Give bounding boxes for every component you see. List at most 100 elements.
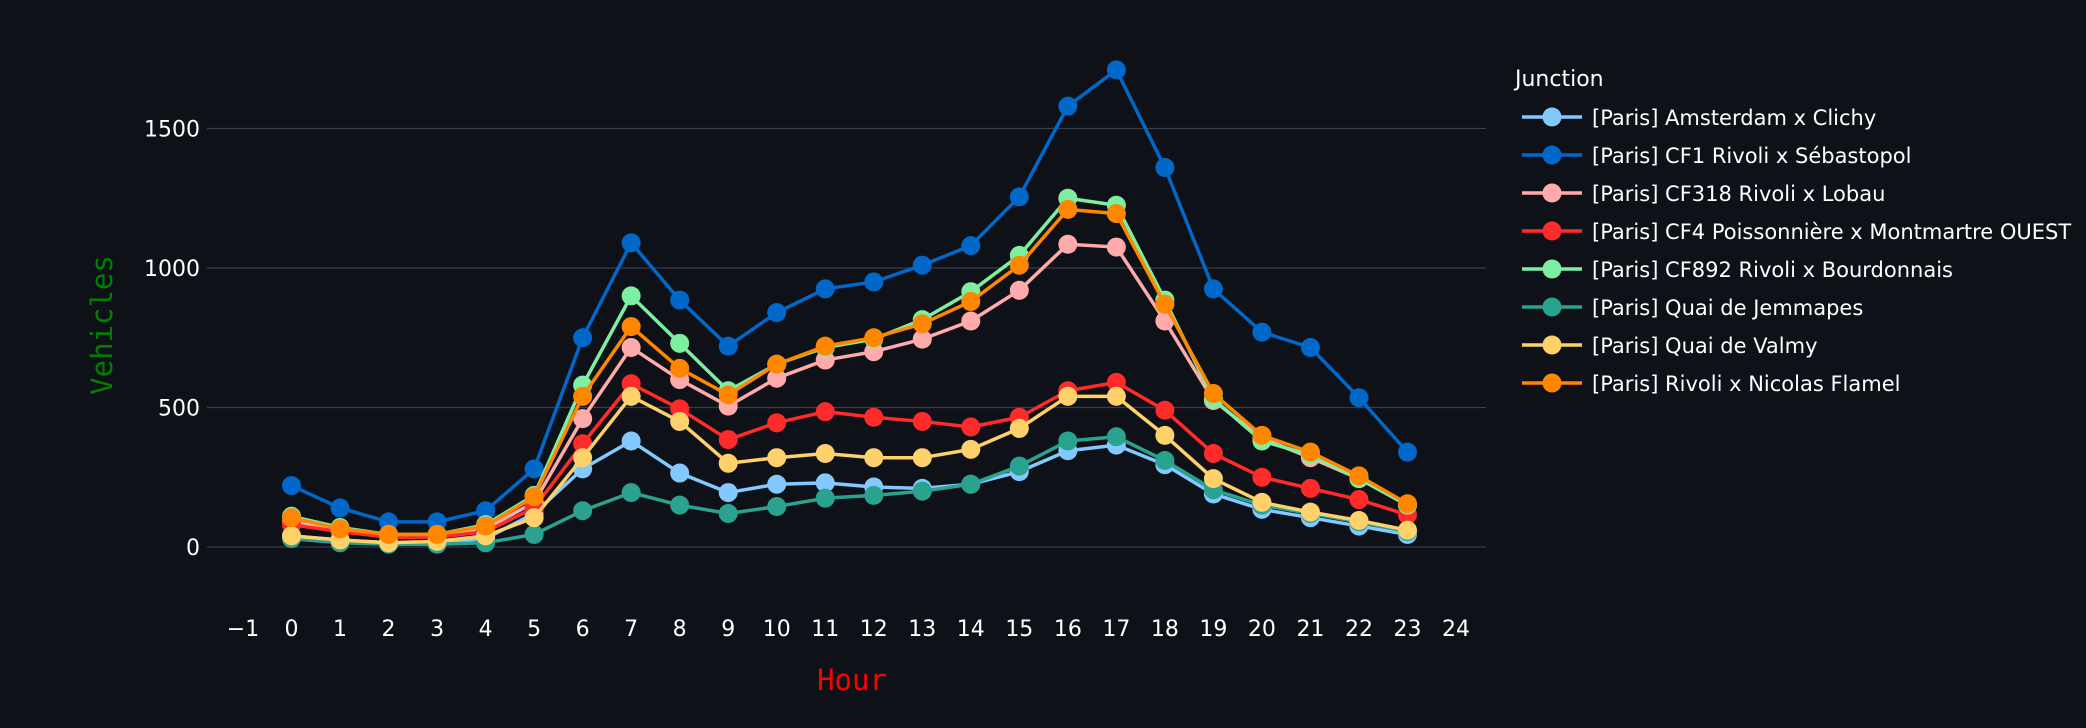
- legend-item[interactable]: [Paris] Amsterdam x Clichy: [1522, 106, 1876, 130]
- legend-marker-swatch: [1542, 145, 1562, 165]
- data-point: [524, 487, 544, 507]
- data-point: [427, 524, 447, 544]
- data-point: [912, 411, 932, 431]
- data-point: [573, 501, 593, 521]
- data-point: [815, 473, 835, 493]
- data-point: [961, 439, 981, 459]
- data-point: [1203, 444, 1223, 464]
- data-point: [1106, 386, 1126, 406]
- data-point: [1155, 425, 1175, 445]
- data-point: [621, 286, 641, 306]
- data-point: [1349, 490, 1369, 510]
- legend-item[interactable]: [Paris] CF4 Poissonnière x Montmartre OU…: [1522, 220, 2071, 244]
- legend-item[interactable]: [Paris] Quai de Jemmapes: [1522, 296, 1863, 320]
- data-point: [718, 430, 738, 450]
- data-point: [573, 448, 593, 468]
- data-point: [767, 303, 787, 323]
- data-point: [1300, 478, 1320, 498]
- data-point: [718, 385, 738, 405]
- data-point: [621, 483, 641, 503]
- data-point: [1058, 234, 1078, 254]
- data-point: [912, 329, 932, 349]
- data-point: [1397, 494, 1417, 514]
- series-7: [282, 199, 1417, 544]
- data-point: [815, 488, 835, 508]
- legend: Junction [Paris] Amsterdam x Clichy[Pari…: [1513, 67, 2071, 396]
- data-point: [912, 314, 932, 334]
- data-point: [1203, 279, 1223, 299]
- legend-item[interactable]: [Paris] CF1 Rivoli x Sébastopol: [1522, 144, 1911, 168]
- series-4: [282, 188, 1417, 544]
- data-point: [1155, 400, 1175, 420]
- data-point: [815, 336, 835, 356]
- data-point: [718, 483, 738, 503]
- x-tick-label: 16: [1054, 617, 1082, 642]
- data-point: [1009, 418, 1029, 438]
- data-point: [1155, 158, 1175, 178]
- series-3: [282, 372, 1417, 547]
- legend-label: [Paris] Quai de Jemmapes: [1592, 296, 1863, 320]
- legend-label: [Paris] CF1 Rivoli x Sébastopol: [1592, 144, 1911, 168]
- x-axis-ticks: −1 0 1 2 3 4 5 6 7 8 9 10 11 12 13 14 15 16 17 18 19 20 21 22 23…: [227, 617, 1470, 642]
- x-tick-label: 20: [1248, 617, 1276, 642]
- data-point: [670, 463, 690, 483]
- y-tick-label: 500: [158, 396, 200, 421]
- data-point: [621, 386, 641, 406]
- data-point: [1058, 96, 1078, 116]
- data-point: [573, 328, 593, 348]
- legend-label: [Paris] CF318 Rivoli x Lobau: [1592, 182, 1885, 206]
- data-point: [573, 434, 593, 454]
- data-point: [961, 311, 981, 331]
- y-axis-ticks: 0 500 1000 1500: [144, 117, 200, 561]
- legend-item[interactable]: [Paris] CF892 Rivoli x Bourdonnais: [1522, 258, 1953, 282]
- data-point: [476, 516, 496, 536]
- data-point: [864, 485, 884, 505]
- data-point: [379, 524, 399, 544]
- legend-items: [Paris] Amsterdam x Clichy [Paris] CF1 Ri…: [1522, 106, 2071, 396]
- x-tick-label: 10: [763, 617, 791, 642]
- x-tick-label: 2: [382, 617, 396, 642]
- data-point: [621, 317, 641, 337]
- x-tick-label: 7: [624, 617, 638, 642]
- data-point: [670, 411, 690, 431]
- data-point: [670, 495, 690, 515]
- data-point: [864, 407, 884, 427]
- data-point: [1349, 510, 1369, 530]
- x-tick-label: 3: [430, 617, 444, 642]
- legend-marker-swatch: [1542, 183, 1562, 203]
- x-tick-label: 5: [527, 617, 541, 642]
- legend-label: [Paris] Quai de Valmy: [1592, 334, 1818, 358]
- data-point: [767, 448, 787, 468]
- series-line: [291, 380, 1409, 539]
- legend-item[interactable]: [Paris] Quai de Valmy: [1522, 334, 1818, 358]
- data-point: [767, 497, 787, 517]
- x-axis-title: Hour: [817, 663, 887, 697]
- y-tick-label: 0: [186, 536, 200, 561]
- legend-item[interactable]: [Paris] CF318 Rivoli x Lobau: [1522, 182, 1885, 206]
- legend-label: [Paris] Amsterdam x Clichy: [1592, 106, 1876, 130]
- data-point: [1252, 425, 1272, 445]
- x-tick-label: 17: [1102, 617, 1130, 642]
- legend-label: [Paris] CF892 Rivoli x Bourdonnais: [1592, 258, 1953, 282]
- data-point: [961, 236, 981, 256]
- series-1: [282, 60, 1417, 532]
- gridlines: [207, 127, 1486, 548]
- data-point: [1397, 442, 1417, 462]
- data-point: [524, 524, 544, 544]
- legend-marker-swatch: [1542, 373, 1562, 393]
- data-point: [1009, 280, 1029, 300]
- data-point: [864, 328, 884, 348]
- data-point: [961, 417, 981, 437]
- x-tick-label: 12: [860, 617, 888, 642]
- data-point: [1203, 384, 1223, 404]
- data-point: [1349, 466, 1369, 486]
- data-point: [1106, 237, 1126, 257]
- data-point: [621, 233, 641, 253]
- data-point: [476, 501, 496, 521]
- data-point: [1252, 322, 1272, 342]
- data-point: [1155, 294, 1175, 314]
- data-point: [1106, 372, 1126, 392]
- data-point: [1106, 427, 1126, 447]
- data-point: [1300, 338, 1320, 358]
- legend-item[interactable]: [Paris] Rivoli x Nicolas Flamel: [1522, 372, 1900, 396]
